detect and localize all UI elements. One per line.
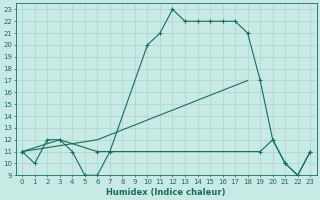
X-axis label: Humidex (Indice chaleur): Humidex (Indice chaleur): [107, 188, 226, 197]
